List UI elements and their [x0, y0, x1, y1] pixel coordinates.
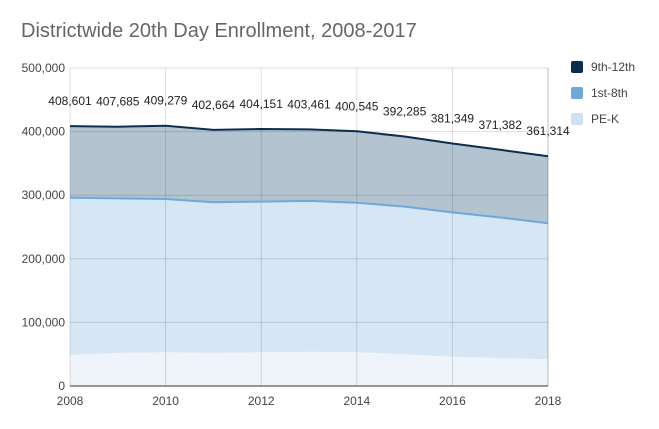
y-tick-label: 0: [58, 379, 65, 393]
x-tick-label: 2008: [57, 394, 84, 408]
chart-title: Districtwide 20th Day Enrollment, 2008-2…: [21, 20, 417, 42]
data-label: 402,664: [192, 98, 236, 112]
legend-swatch: [571, 87, 583, 99]
y-tick-label: 500,000: [22, 61, 66, 75]
area-pe-k: [70, 351, 548, 386]
legend-label: PE-K: [591, 112, 619, 126]
line-1st-8th: [69, 196, 549, 225]
legend-swatch: [571, 61, 583, 73]
data-label: 408,601: [48, 94, 92, 108]
area-1st-8th: [70, 197, 548, 360]
data-label: 403,461: [287, 97, 331, 111]
y-tick-label: 200,000: [22, 252, 66, 266]
legend-label: 1st-8th: [591, 86, 628, 100]
line-9th-12th: [69, 124, 549, 158]
x-tick-label: 2018: [535, 394, 562, 408]
x-tick-label: 2016: [439, 394, 466, 408]
legend-label: 9th-12th: [591, 60, 635, 74]
data-label: 409,279: [144, 94, 188, 108]
data-label: 392,285: [383, 105, 427, 119]
data-label: 400,545: [335, 99, 379, 113]
data-label: 404,151: [240, 97, 284, 111]
x-tick-label: 2010: [152, 394, 179, 408]
area-9th-12th: [70, 125, 548, 224]
x-tick-label: 2012: [248, 394, 275, 408]
data-label: 381,349: [431, 111, 475, 125]
data-label: 361,314: [526, 124, 570, 138]
y-tick-label: 300,000: [22, 188, 66, 202]
y-tick-label: 400,000: [22, 125, 66, 139]
legend-swatch: [571, 113, 583, 125]
data-label: 371,382: [479, 118, 523, 132]
data-label: 407,685: [96, 95, 140, 109]
y-tick-label: 100,000: [22, 315, 66, 329]
x-tick-label: 2014: [343, 394, 370, 408]
